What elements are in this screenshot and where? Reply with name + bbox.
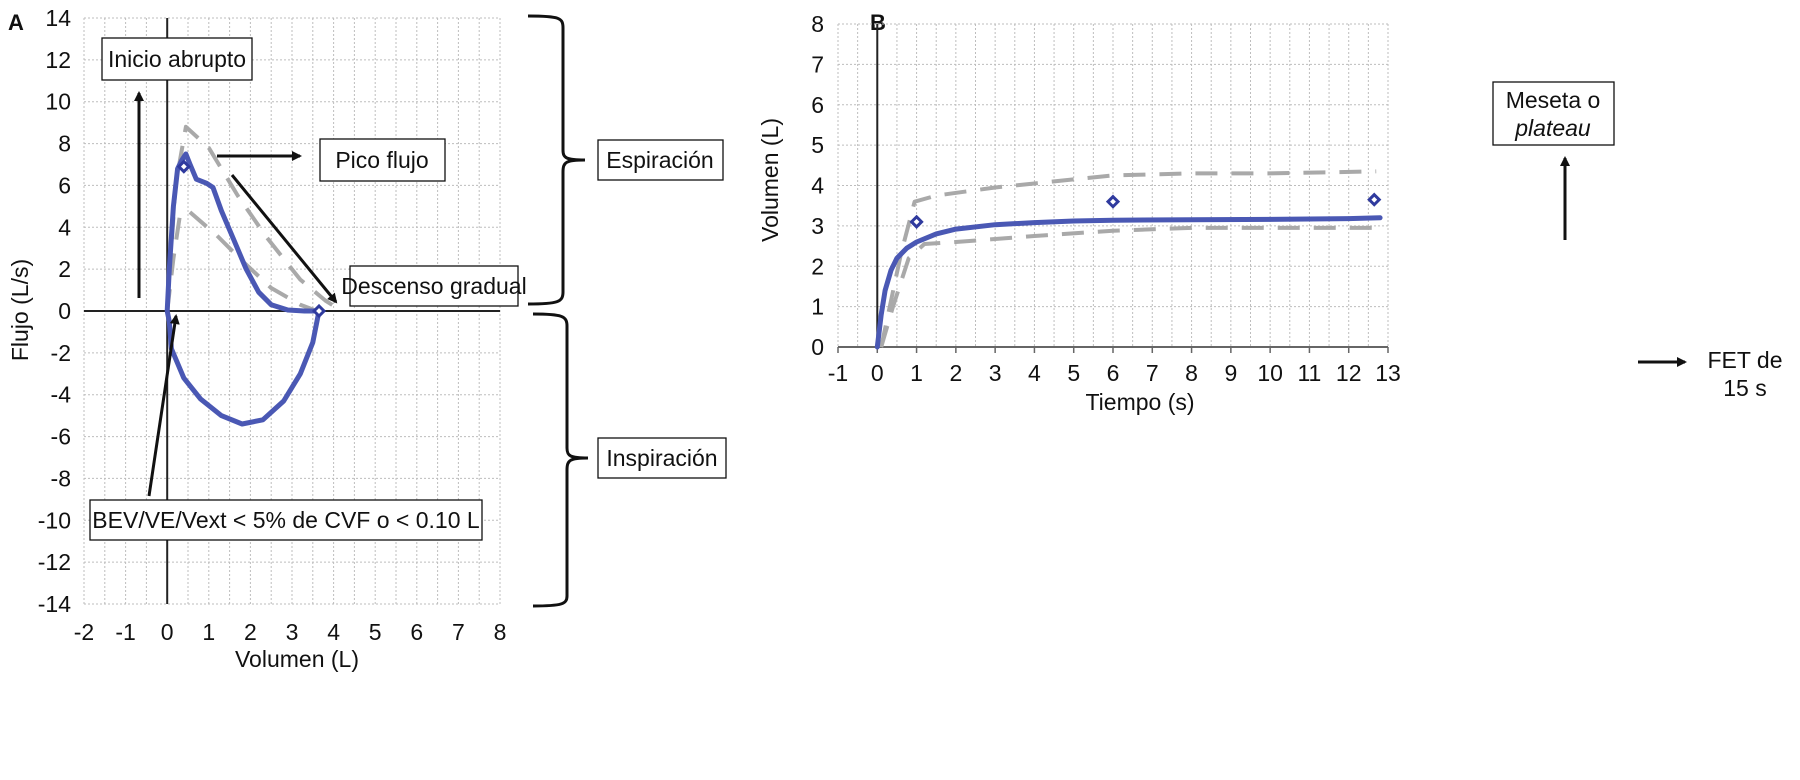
panel-b-y-ticks: 8 7 6 5 4 3 2 1 0: [811, 11, 824, 360]
annotation-meseta-line1: Meseta o: [1506, 87, 1601, 113]
y-tick-label: 2: [58, 256, 71, 282]
panel-a-y-ticks: 14 12 10 8 6 4 2 0 -2 -4 -6 -8 -10 -12 -14: [38, 5, 71, 617]
annotation-fet: FET de 15 s: [1638, 347, 1783, 401]
panel-a-y-axis-label: Flujo (L/s): [7, 259, 33, 361]
annotation-fet-line1: FET de: [1708, 347, 1783, 373]
x-tick-label: 13: [1375, 360, 1401, 386]
x-tick-label: 10: [1257, 360, 1283, 386]
y-tick-label: -4: [51, 382, 72, 408]
x-tick-label: 2: [949, 360, 962, 386]
y-tick-label: 3: [811, 213, 824, 239]
annotation-meseta: Meseta o plateau: [1492, 81, 1615, 240]
panel-a-label: A: [8, 10, 24, 35]
x-tick-label: 1: [910, 360, 923, 386]
panel-a-markers: [176, 159, 327, 319]
x-tick-label: 7: [452, 619, 465, 645]
panel-b-markers: [909, 192, 1382, 229]
espiracion-brace-icon: [527, 14, 586, 306]
panel-b-x-axis-label: Tiempo (s): [1085, 389, 1194, 415]
series-line-upper-limit: [879, 169, 1377, 348]
x-tick-label: 11: [1297, 360, 1321, 386]
fin-espiracion-marker: [311, 303, 327, 319]
y-tick-label: 0: [811, 334, 824, 360]
marker-end: [1367, 192, 1382, 207]
x-tick-label: 6: [1107, 360, 1120, 386]
y-tick-label: 6: [58, 172, 71, 198]
series-line-patient: [874, 215, 1383, 350]
y-tick-label: 12: [45, 47, 71, 73]
annotation-inicio-abrupto-text: Inicio abrupto: [108, 46, 246, 72]
y-tick-label: -12: [38, 549, 71, 575]
series-line-lower-limit: [879, 225, 1377, 348]
annotation-meseta-line2: plateau: [1514, 115, 1591, 141]
y-tick-label: 5: [811, 132, 824, 158]
panel-a-x-ticks: -2 -1 0 1 2 3 4 5 6 7 8: [74, 619, 507, 645]
annotation-bev: BEV/VE/Vext < 5% de CVF o < 0.10 L: [89, 314, 483, 541]
x-tick-label: 7: [1146, 360, 1159, 386]
x-tick-label: -1: [115, 619, 135, 645]
marker-6s: [1105, 194, 1121, 209]
x-tick-label: 5: [369, 619, 382, 645]
y-tick-label: -14: [38, 591, 71, 617]
annotation-bev-text: BEV/VE/Vext < 5% de CVF o < 0.10 L: [92, 507, 480, 533]
x-tick-label: 6: [410, 619, 423, 645]
annotation-pico-flujo-text: Pico flujo: [335, 147, 428, 173]
y-tick-label: 7: [811, 51, 824, 77]
x-tick-label: 8: [1185, 360, 1198, 386]
annotation-espiracion: Espiración: [597, 139, 724, 181]
y-tick-label: 6: [811, 92, 824, 118]
marker-1s: [909, 214, 924, 229]
bev-arrow-icon: [147, 314, 180, 497]
y-tick-label: 8: [811, 11, 824, 37]
x-tick-label: 1: [202, 619, 215, 645]
x-tick-label: 0: [871, 360, 884, 386]
inspiracion-brace-icon: [532, 312, 589, 608]
x-tick-label: 3: [286, 619, 299, 645]
annotation-inspiracion-text: Inspiración: [606, 445, 717, 471]
x-tick-label: 0: [161, 619, 174, 645]
y-tick-label: 4: [58, 214, 71, 240]
x-tick-label: 9: [1224, 360, 1237, 386]
y-tick-label: 10: [45, 89, 71, 115]
y-tick-label: 4: [811, 173, 824, 199]
x-tick-label: -1: [828, 360, 848, 386]
panel-b-series: [874, 169, 1383, 350]
annotation-pico-flujo: Pico flujo: [217, 138, 446, 182]
x-tick-label: 4: [1028, 360, 1041, 386]
y-tick-label: 14: [45, 5, 71, 31]
x-tick-label: 3: [989, 360, 1002, 386]
annotation-fet-line2: 15 s: [1723, 375, 1766, 401]
x-tick-label: 8: [494, 619, 507, 645]
y-tick-label: -6: [51, 424, 71, 450]
y-tick-label: -10: [38, 507, 71, 533]
annotation-inspiracion: Inspiración: [597, 437, 727, 479]
x-tick-label: -2: [74, 619, 94, 645]
y-tick-label: 1: [811, 294, 824, 320]
panel-b-grid: [837, 23, 1389, 348]
pico-flujo-marker: [176, 159, 191, 174]
annotation-inicio-abrupto: Inicio abrupto: [101, 37, 253, 298]
y-tick-label: 0: [58, 298, 71, 324]
y-tick-label: -8: [51, 465, 71, 491]
x-tick-label: 2: [244, 619, 257, 645]
y-tick-label: 2: [811, 253, 824, 279]
series-line-patient: [164, 151, 322, 427]
x-tick-label: 12: [1336, 360, 1362, 386]
y-tick-label: -2: [51, 340, 71, 366]
panel-a-x-axis-label: Volumen (L): [235, 646, 359, 672]
x-tick-label: 5: [1067, 360, 1080, 386]
panel-b-x-ticks: -1 0 1 2 3 4 5 6 7 8 9 10 11 12 13: [828, 347, 1401, 386]
annotation-espiracion-text: Espiración: [606, 147, 713, 173]
descenso-arrow-icon: [230, 174, 338, 304]
y-tick-label: 8: [58, 131, 71, 157]
panel-b-label: B: [870, 10, 886, 35]
annotation-descenso-gradual: Descenso gradual: [230, 174, 527, 307]
x-tick-label: 4: [327, 619, 340, 645]
annotation-descenso-gradual-text: Descenso gradual: [341, 273, 526, 299]
panel-b-y-axis-label: Volumen (L): [757, 118, 783, 242]
